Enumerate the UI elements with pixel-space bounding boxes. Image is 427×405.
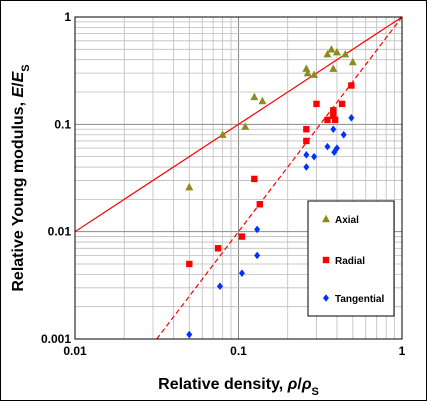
- solid-reference-line: [75, 17, 402, 233]
- y-tick-label: 0.01: [48, 225, 72, 239]
- axial-point: [327, 45, 336, 53]
- axial-point: [310, 70, 319, 78]
- series-tangential: [186, 114, 355, 339]
- radial-point: [238, 233, 246, 240]
- radial-point: [330, 112, 337, 120]
- radial-point: [251, 175, 258, 183]
- tangential-point: [348, 114, 355, 122]
- x-tick-label: 1: [399, 344, 406, 358]
- axial-point: [348, 57, 357, 66]
- tangential-point: [330, 125, 337, 134]
- tangential-point: [340, 130, 347, 139]
- legend-item-axial: Axial: [322, 214, 359, 226]
- x-tick-label: 0.1: [230, 344, 247, 358]
- radial-point: [324, 116, 331, 124]
- axial-point: [303, 68, 312, 77]
- tangential-point: [303, 163, 310, 171]
- tangential-point: [238, 269, 245, 278]
- axial-point: [323, 50, 332, 58]
- axial-point: [185, 182, 194, 191]
- legend-item-radial: Radial: [322, 256, 365, 267]
- legend-marker-axial: [322, 214, 330, 223]
- axial-point: [329, 64, 338, 72]
- radial-point: [303, 137, 310, 145]
- y-axis-title: Relative Young modulus, E/ES: [10, 64, 32, 291]
- legend-box: [307, 200, 395, 317]
- tangential-point: [186, 330, 193, 339]
- axial-point: [341, 50, 350, 58]
- legend-label-axial: Axial: [335, 215, 359, 226]
- series-radial: [186, 82, 355, 268]
- tangential-point: [216, 282, 223, 291]
- dashed-trend-line: [156, 17, 402, 339]
- tangential-point: [333, 144, 340, 152]
- y-tick-label: 1: [64, 10, 71, 24]
- plot-border: [74, 16, 403, 340]
- radial-point: [331, 116, 339, 124]
- y-tick-label: 0.001: [41, 332, 71, 346]
- x-tick-label: 0.01: [63, 344, 87, 358]
- radial-point: [348, 82, 355, 89]
- radial-point: [313, 100, 320, 108]
- tangential-point: [303, 151, 310, 159]
- axial-point: [258, 96, 267, 105]
- legend-label-tangential: Tangential: [335, 294, 384, 305]
- axial-point: [250, 92, 259, 101]
- tangential-point: [254, 251, 261, 260]
- tangential-point: [311, 152, 318, 161]
- legend-label-radial: Radial: [335, 256, 365, 267]
- y-tick-label: 0.1: [54, 117, 71, 131]
- radial-point: [303, 126, 310, 133]
- radial-point: [186, 260, 193, 268]
- radial-point: [338, 100, 346, 108]
- tangential-point: [254, 225, 261, 234]
- legend-item-tangential: Tangential: [323, 294, 384, 305]
- axial-point: [218, 130, 227, 138]
- radial-point: [330, 107, 337, 114]
- axial-point: [302, 64, 311, 72]
- legend-marker-tangential: [323, 294, 329, 302]
- legend: Axial Radial Tangential: [307, 200, 395, 317]
- legend-marker-radial: [322, 256, 330, 264]
- axial-point: [332, 47, 341, 56]
- radial-point: [256, 201, 264, 208]
- tangential-point: [324, 142, 331, 151]
- series-axial: [185, 45, 357, 191]
- x-axis-title: Relative density, ρ/ρS: [158, 376, 319, 398]
- axial-point: [241, 122, 250, 130]
- radial-point: [214, 245, 222, 252]
